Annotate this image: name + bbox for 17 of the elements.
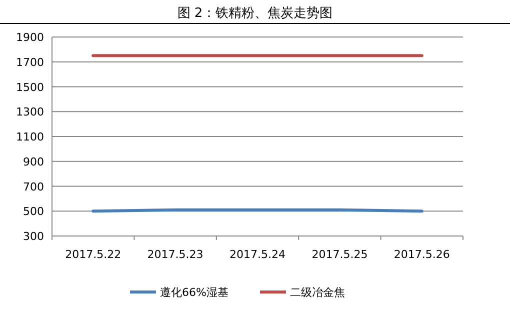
y-tick-label: 300: [23, 230, 44, 243]
x-tick-label: 2017.5.26: [394, 248, 450, 261]
x-tick-label: 2017.5.23: [147, 248, 204, 261]
y-tick-label: 1300: [16, 106, 44, 119]
x-tick-label: 2017.5.22: [65, 248, 122, 261]
y-tick-label: 500: [23, 205, 44, 218]
x-tick-label: 2017.5.25: [312, 248, 368, 261]
y-tick-label: 1700: [16, 56, 44, 69]
y-tick-label: 1500: [16, 80, 44, 94]
legend-label: 二级冶金焦: [290, 286, 345, 299]
y-tick-label: 900: [23, 155, 44, 168]
x-tick-label: 2017.5.24: [230, 248, 286, 261]
chart-title: 图 2：铁精粉、焦炭走势图: [177, 6, 333, 21]
y-tick-label: 1900: [16, 31, 44, 44]
y-tick-label: 700: [23, 180, 44, 194]
legend-label: 遵化66%湿基: [160, 286, 228, 299]
y-tick-label: 1100: [16, 130, 44, 144]
